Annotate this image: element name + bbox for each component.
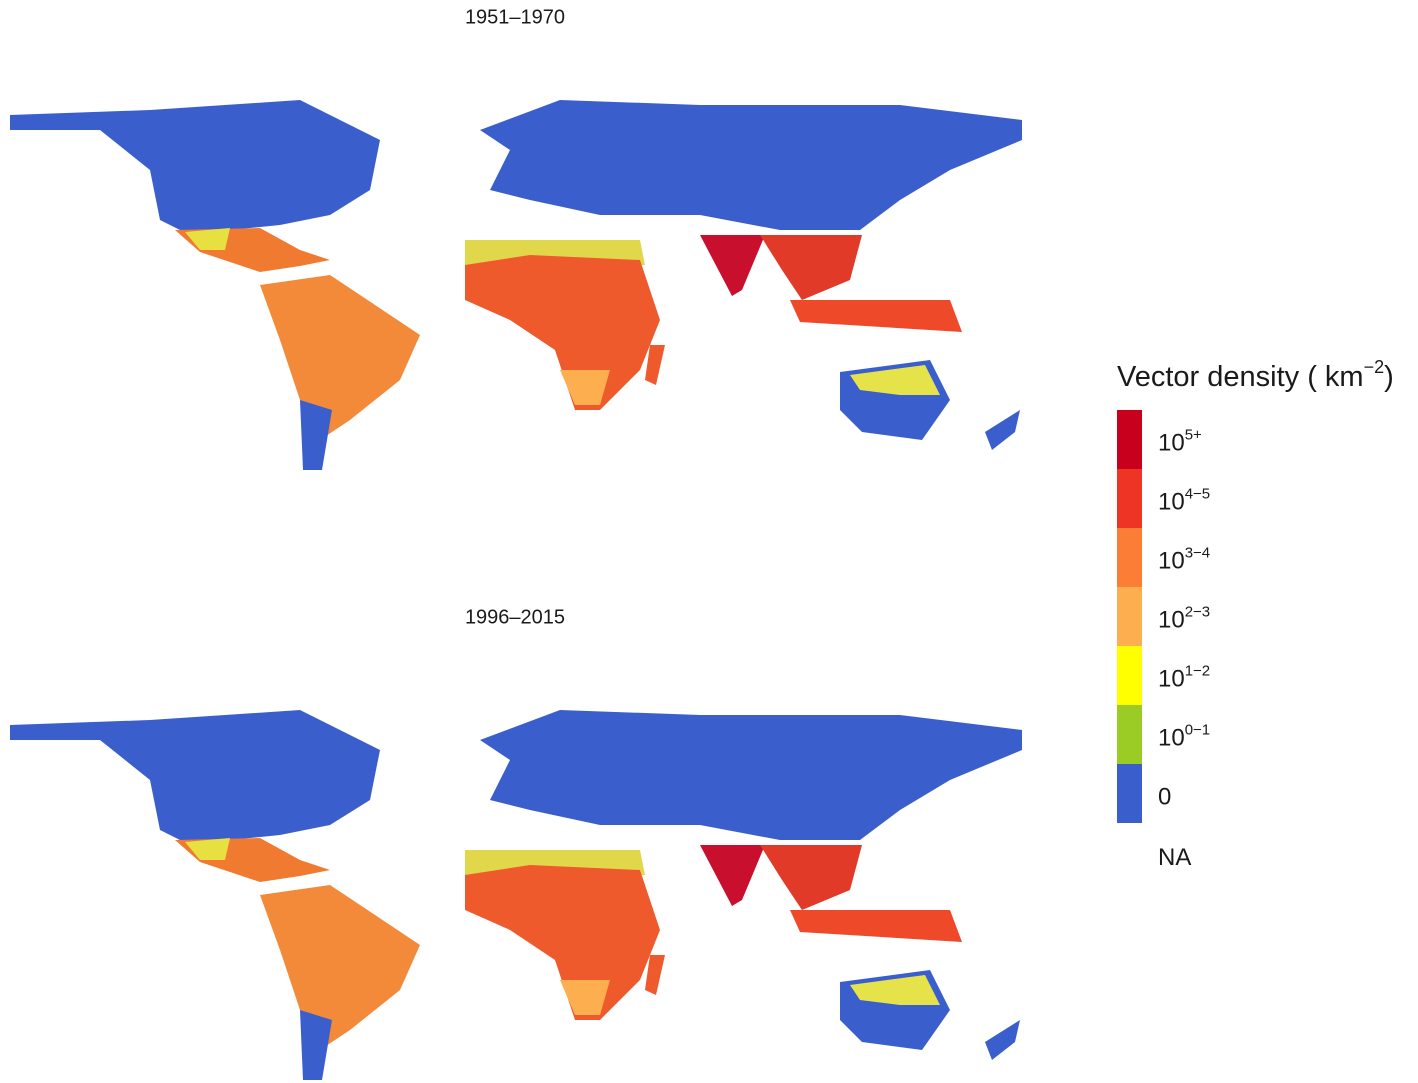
legend-label-base: 10 — [1158, 725, 1185, 752]
legend-label-sup: 3−4 — [1185, 545, 1210, 562]
legend-label-sup: 5+ — [1185, 427, 1202, 444]
legend-swatch — [1117, 587, 1142, 646]
legend-label: 105+ — [1158, 427, 1202, 457]
legend-label: 103−4 — [1158, 545, 1210, 575]
legend-label-sup: 1−2 — [1185, 663, 1210, 680]
map-title: 1996–2015 — [465, 606, 565, 628]
legend-swatch — [1117, 646, 1142, 705]
legend-label-sup: 4−5 — [1185, 486, 1210, 503]
legend-label-sup: 2−3 — [1185, 604, 1210, 621]
legend-label-sup: 0−1 — [1185, 722, 1210, 739]
map-title: 1951–1970 — [465, 6, 565, 28]
legend-label: 100−1 — [1158, 722, 1210, 752]
legend-swatch — [1117, 764, 1142, 823]
legend-label-base: 10 — [1158, 548, 1185, 575]
legend-label: 104−5 — [1158, 486, 1210, 516]
legend-swatch — [1117, 469, 1142, 528]
legend-title-end: ) — [1384, 361, 1394, 393]
legend-label-base: 10 — [1158, 430, 1185, 457]
legend-label: 101−2 — [1158, 663, 1210, 693]
legend-label-base: 10 — [1158, 489, 1185, 516]
map-bottom — [10, 710, 1022, 1080]
legend-na: NA — [1158, 844, 1191, 871]
legend-swatch — [1117, 528, 1142, 587]
legend-label: 102−3 — [1158, 604, 1210, 634]
legend-label: 0 — [1158, 784, 1171, 811]
legend-label-base: 0 — [1158, 784, 1171, 811]
legend-label-base: 10 — [1158, 666, 1185, 693]
legend-label-base: 10 — [1158, 607, 1185, 634]
legend-swatch — [1117, 410, 1142, 469]
legend-title-sup: −2 — [1364, 357, 1385, 377]
legend-title-text: Vector density ( km — [1117, 361, 1364, 393]
legend-title: Vector density ( km−2) — [1117, 357, 1394, 393]
map-top — [10, 100, 1022, 470]
legend-swatch — [1117, 705, 1142, 764]
